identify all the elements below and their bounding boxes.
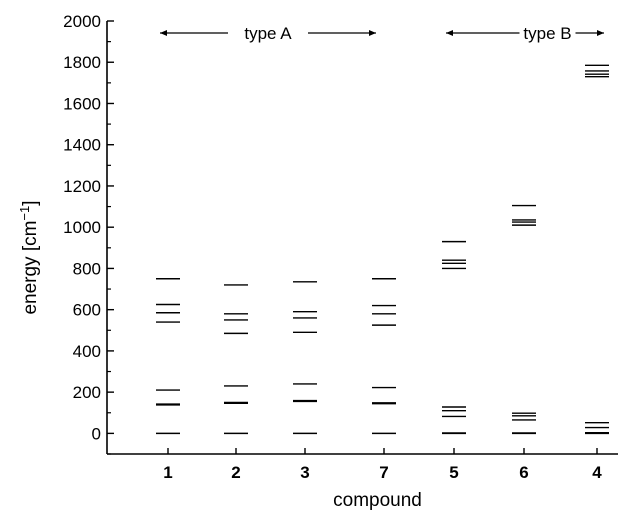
group-label: type A <box>244 24 292 43</box>
y-tick-label: 800 <box>73 259 101 278</box>
arrowhead-right <box>369 30 376 36</box>
y-axis-label-exponent: −1 <box>17 206 32 221</box>
y-tick-label: 400 <box>73 342 101 361</box>
x-tick-label: 7 <box>379 463 388 482</box>
x-tick-label: 3 <box>300 463 309 482</box>
group-label: type B <box>523 24 571 43</box>
y-tick-label: 600 <box>73 301 101 320</box>
energy-levels <box>156 64 609 435</box>
x-tick-label: 5 <box>449 463 458 482</box>
y-tick-label: 1400 <box>63 136 101 155</box>
x-tick-label: 1 <box>163 463 172 482</box>
y-tick-label: 1000 <box>63 218 101 237</box>
y-tick-label: 2000 <box>63 12 101 31</box>
arrowhead-right <box>597 30 604 36</box>
y-tick-label: 1800 <box>63 53 101 72</box>
group-annotations: type A type B <box>160 24 604 43</box>
axes: 0 200 400 600 800 1000 1200 1400 1600 1800 2000 1 2 3… <box>63 12 618 482</box>
y-tick-label: 1200 <box>63 177 101 196</box>
y-tick-label: 1600 <box>63 94 101 113</box>
y-tick-label: 0 <box>92 424 101 443</box>
x-tick-label: 6 <box>519 463 528 482</box>
arrowhead-left <box>446 30 453 36</box>
y-axis-label-prefix: energy [cm <box>20 221 41 315</box>
x-axis-label: compound <box>333 490 422 511</box>
x-tick-label: 2 <box>231 463 240 482</box>
y-axis-label-suffix: ] <box>20 200 41 205</box>
x-tick-label: 4 <box>592 463 602 482</box>
arrowhead-left <box>160 30 167 36</box>
y-axis-label: energy [cm−1] <box>17 200 42 314</box>
y-tick-label: 200 <box>73 383 101 402</box>
